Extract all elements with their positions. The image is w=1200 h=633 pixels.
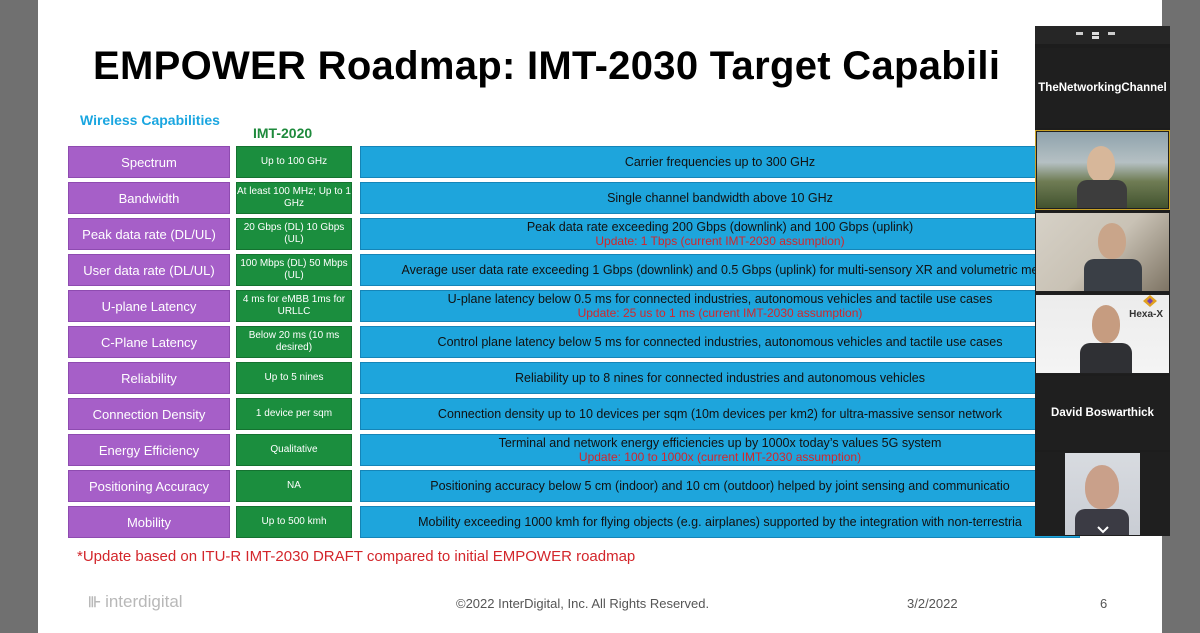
participant-video-3[interactable]: Hexa-X [1035,294,1170,374]
chevron-down-icon[interactable] [1097,526,1109,534]
capability-label: U-plane Latency [68,290,230,322]
capability-label: Connection Density [68,398,230,430]
person-body [1077,180,1127,208]
logo-text: interdigital [105,592,183,611]
hexa-x-logo-icon [1143,295,1157,307]
table-row: Reliability Up to 5 nines Reliability up t… [68,362,1162,394]
table-row: C-Plane Latency Below 20 ms (10 ms desire… [68,326,1162,358]
person-face [1092,305,1120,343]
imt2020-heading: IMT-2020 [253,125,313,141]
person-face [1087,146,1115,182]
table-row: Spectrum Up to 100 GHz Carrier frequencies… [68,146,1162,178]
table-row: Mobility Up to 500 kmh Mobility exceeding … [68,506,1162,538]
target-text: Control plane latency below 5 ms for con… [437,335,1003,349]
target-text: Positioning accuracy below 5 cm (indoor)… [430,479,1010,493]
layout-icon[interactable] [1092,32,1099,35]
video-feed [1065,453,1140,535]
table-row: Connection Density 1 device per sqm Connec… [68,398,1162,430]
update-note: Update: 100 to 1000x (current IMT-2030 a… [578,450,862,464]
video-feed: Hexa-X [1036,295,1169,373]
participant-video-4[interactable] [1035,452,1170,536]
imt2030-target: Carrier frequencies up to 300 GHz [360,146,1080,178]
imt2030-target: Terminal and network energy efficiencies… [360,434,1080,466]
slide-date: 3/2/2022 [907,596,958,611]
slide-title: EMPOWER Roadmap: IMT-2030 Target Capabil… [93,44,1001,88]
imt2020-value: Up to 5 nines [236,362,352,394]
participant-name: TheNetworkingChannel [1038,82,1167,94]
target-text: Reliability up to 8 nines for connected … [515,371,925,385]
imt2020-value: 1 device per sqm [236,398,352,430]
hexa-x-label: Hexa-X [1129,309,1163,320]
left-margin [0,0,38,633]
capability-label: Mobility [68,506,230,538]
minimize-icon[interactable] [1076,32,1083,35]
capability-label: Spectrum [68,146,230,178]
imt2020-value: 20 Gbps (DL) 10 Gbps (UL) [236,218,352,250]
table-row: Peak data rate (DL/UL) 20 Gbps (DL) 10 Gb… [68,218,1162,250]
capability-label: C-Plane Latency [68,326,230,358]
presentation-slide: EMPOWER Roadmap: IMT-2030 Target Capabil… [38,0,1162,633]
target-text: Peak data rate exceeding 200 Gbps (downl… [526,220,914,234]
participant-video-1[interactable] [1035,130,1170,210]
imt2030-target: Average user data rate exceeding 1 Gbps … [360,254,1080,286]
footnote: *Update based on ITU-R IMT-2030 DRAFT co… [77,548,636,565]
target-text: Average user data rate exceeding 1 Gbps … [401,263,1039,277]
page-number: 6 [1100,596,1108,611]
target-text: Carrier frequencies up to 300 GHz [624,155,816,169]
imt2030-target: Single channel bandwidth above 10 GHz [360,182,1080,214]
table-row: U-plane Latency 4 ms for eMBB 1ms for URL… [68,290,1162,322]
interdigital-logo: ⊪ interdigital [88,592,183,612]
person-body [1084,259,1142,291]
wireless-capabilities-heading: Wireless Capabilities [80,112,220,128]
capability-label: Positioning Accuracy [68,470,230,502]
target-text: Terminal and network energy efficiencies… [498,436,942,450]
imt2030-target: Peak data rate exceeding 200 Gbps (downl… [360,218,1080,250]
capability-label: Peak data rate (DL/UL) [68,218,230,250]
capability-label: User data rate (DL/UL) [68,254,230,286]
imt2020-value: 100 Mbps (DL) 50 Mbps (UL) [236,254,352,286]
target-text: U-plane latency below 0.5 ms for connect… [447,292,993,306]
update-note: Update: 1 Tbps (current IMT-2030 assumpt… [595,234,845,248]
video-feed [1037,132,1168,208]
participant-name: David Boswarthick [1051,407,1154,419]
person-face [1085,465,1119,509]
capability-label: Energy Efficiency [68,434,230,466]
interdigital-logo-icon: ⊪ [88,594,102,611]
participant-tile-channel[interactable]: TheNetworkingChannel [1035,48,1170,128]
table-row: Positioning Accuracy NA Positioning accura… [68,470,1162,502]
table-row: User data rate (DL/UL) 100 Mbps (DL) 50 M… [68,254,1162,286]
target-text: Mobility exceeding 1000 kmh for flying o… [418,515,1022,529]
imt2020-value: At least 100 MHz; Up to 1 GHz [236,182,352,214]
target-text: Connection density up to 10 devices per … [437,407,1003,421]
imt2030-target: Positioning accuracy below 5 cm (indoor)… [360,470,1080,502]
imt2030-target: Reliability up to 8 nines for connected … [360,362,1080,394]
capability-label: Bandwidth [68,182,230,214]
table-row: Bandwidth At least 100 MHz; Up to 1 GHz Si… [68,182,1162,214]
imt2030-target: Connection density up to 10 devices per … [360,398,1080,430]
participant-tile-named[interactable]: David Boswarthick [1035,376,1170,450]
capability-label: Reliability [68,362,230,394]
imt2020-value: Up to 500 kmh [236,506,352,538]
imt2030-target: Control plane latency below 5 ms for con… [360,326,1080,358]
video-participant-panel: TheNetworkingChannel Hexa-X David Boswar… [1035,26,1170,536]
layout-icon-line [1092,36,1099,39]
imt2020-value: Below 20 ms (10 ms desired) [236,326,352,358]
person-body [1080,343,1132,373]
imt2020-value: NA [236,470,352,502]
imt2020-value: Qualitative [236,434,352,466]
imt2030-target: U-plane latency below 0.5 ms for connect… [360,290,1080,322]
imt2030-target: Mobility exceeding 1000 kmh for flying o… [360,506,1080,538]
maximize-icon[interactable] [1108,32,1115,35]
person-face [1098,223,1126,259]
participant-video-2[interactable] [1035,212,1170,292]
imt2020-value: Up to 100 GHz [236,146,352,178]
target-text: Single channel bandwidth above 10 GHz [607,191,833,205]
update-note: Update: 25 us to 1 ms (current IMT-2030 … [577,306,863,320]
table-row: Energy Efficiency Qualitative Terminal and… [68,434,1162,466]
imt2020-value: 4 ms for eMBB 1ms for URLLC [236,290,352,322]
video-feed [1036,213,1169,291]
copyright: ©2022 InterDigital, Inc. All Rights Rese… [456,596,710,611]
panel-header[interactable] [1035,26,1170,44]
